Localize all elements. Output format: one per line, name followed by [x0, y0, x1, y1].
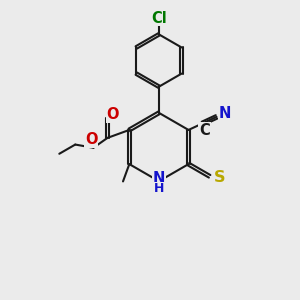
- Text: Cl: Cl: [151, 11, 167, 26]
- Text: O: O: [85, 132, 97, 147]
- Text: N: N: [153, 171, 165, 186]
- Text: S: S: [213, 170, 225, 185]
- Text: H: H: [154, 182, 164, 195]
- Text: C: C: [199, 123, 210, 138]
- Text: O: O: [106, 107, 119, 122]
- Text: N: N: [219, 106, 231, 121]
